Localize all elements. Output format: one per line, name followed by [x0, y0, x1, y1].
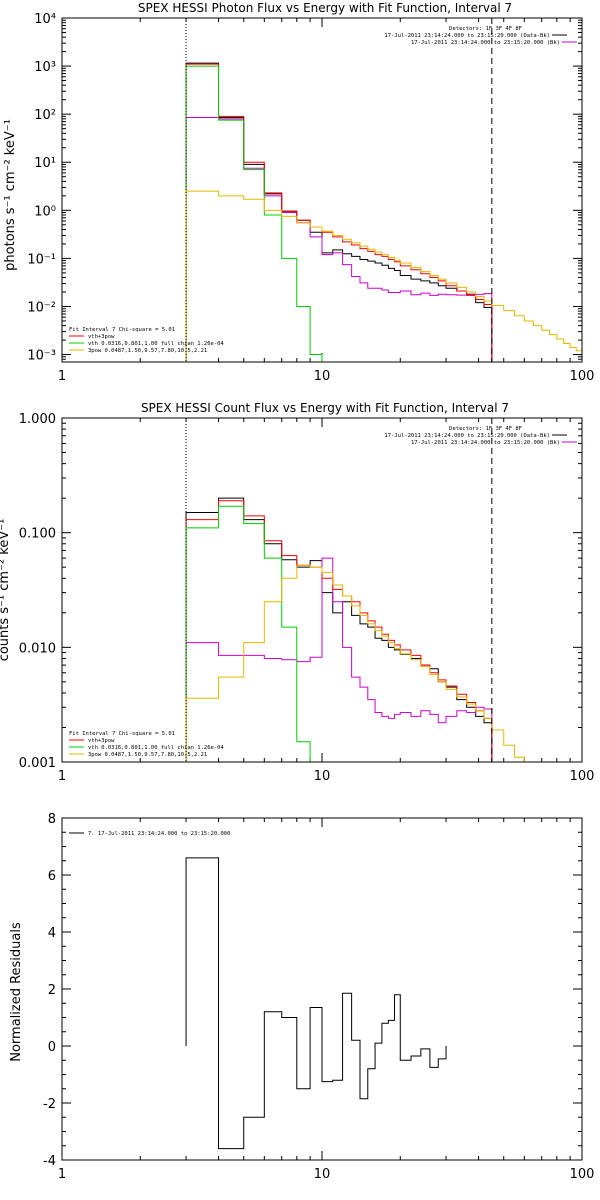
y-tick-label: 2: [48, 983, 56, 998]
legend-entry: 7. 17-Jul-2011 23:14:24.000 to 23:15:20.…: [88, 831, 230, 837]
legend-entry: 17-Jul-2011 23:14:24.000 to 23:15:20.000…: [411, 40, 560, 46]
axes-frame: [61, 417, 583, 763]
legend-entry: vth 0.0316,0.801,1.00 full chian 1.26e-0…: [88, 745, 224, 751]
x-tick-label: 10: [314, 1167, 331, 1182]
y-axis-label: Normalized Residuals: [9, 922, 24, 1062]
y-tick-label: 10²: [34, 108, 56, 123]
y-tick-label: -2: [43, 1097, 56, 1112]
residuals-panel: Normalized Residuals 1 10 100 -4 -2 0 2 4 6 8 7.…: [9, 812, 594, 1182]
y-axis-label: photons s⁻¹ cm⁻² keV⁻¹: [3, 119, 18, 271]
data-series-line: [185, 497, 493, 762]
legend-top-right: Detectors: 1F 3F 4F 8F 17-Jul-2011 23:14…: [384, 426, 577, 446]
y-tick-label: 4: [48, 926, 56, 941]
y-tick-label: 8: [48, 812, 56, 827]
x-tick-label: 1: [58, 1167, 66, 1182]
legend-entry: vth+3pow: [88, 334, 115, 340]
y-tick-label: 10⁻²: [27, 300, 56, 315]
x-tick-label: 1: [58, 769, 66, 784]
legend-entry: Detectors: 1F 3F 4F 8F: [449, 426, 522, 432]
data-series-line: [185, 63, 493, 362]
y-tick-label: 6: [48, 869, 56, 884]
y-tick-label: 10⁻¹: [27, 252, 56, 267]
legend-entry: Fit Interval 7 Chi-square = 5.01: [69, 327, 175, 333]
legend-entry: 17-Jul-2011 23:14:24.000 to 23:15:20.000…: [384, 33, 550, 39]
y-tick-label: 10⁻³: [27, 349, 56, 364]
y-tick-label: 0.100: [19, 527, 56, 542]
x-tick-label: 100: [570, 1167, 595, 1182]
series-group: [185, 857, 447, 1150]
y-tick-label: 0.001: [19, 756, 56, 771]
legend-entry: 3pow 0.0487,1.50,9.57,7.80,10.5,2.21: [88, 752, 207, 758]
x-tick-label: 1: [58, 369, 66, 384]
x-tick-label: 100: [570, 369, 595, 384]
y-tick-label: -4: [43, 1154, 56, 1169]
data-series-line: [185, 62, 493, 362]
y-tick-label: 0: [48, 1040, 56, 1055]
legend-entry: vth 0.0316,0.801,1.00 full chian 1.26e-0…: [88, 341, 224, 347]
data-series-line: [185, 505, 311, 762]
x-tick-label: 10: [314, 369, 331, 384]
y-tick-label: 10⁰: [34, 204, 56, 219]
y-tick-label: 10³: [34, 60, 56, 75]
data-series-line: [185, 190, 582, 362]
series-group: [185, 497, 525, 762]
y-axis-ticks: 10⁻³ 10⁻² 10⁻¹ 10⁰ 10¹ 10² 10³ 10⁴: [27, 12, 582, 364]
x-tick-label: 100: [570, 769, 595, 784]
data-series-line: [185, 65, 323, 362]
y-tick-label: 10¹: [34, 156, 56, 171]
count-flux-panel: SPEX HESSI Count Flux vs Energy with Fit…: [0, 401, 595, 784]
data-series-line: [185, 564, 525, 762]
legend-entry: Fit Interval 7 Chi-square = 5.01: [69, 731, 175, 737]
legend-entry: 3pow 0.0487,1.50,9.57,7.80,10.5,2.21: [88, 348, 207, 354]
chart-title: SPEX HESSI Photon Flux vs Energy with Fi…: [138, 1, 512, 15]
axes-frame: [61, 17, 583, 363]
y-axis-ticks: -4 -2 0 2 4 6 8: [43, 812, 582, 1169]
data-series-line: [185, 117, 493, 362]
chart-title: SPEX HESSI Count Flux vs Energy with Fit…: [141, 401, 509, 415]
legend-entry: 17-Jul-2011 23:14:24.000 to 23:15:20.000…: [384, 433, 550, 439]
legend-bottom-left: Fit Interval 7 Chi-square = 5.01 vth+3po…: [69, 327, 224, 354]
x-axis-ticks: 1 10 100: [58, 818, 595, 1182]
data-series-line: [185, 857, 447, 1150]
legend-entry: 17-Jul-2011 23:14:24.000 to 23:15:20.000…: [411, 440, 560, 446]
series-group: [185, 62, 582, 362]
legend-top-left: 7. 17-Jul-2011 23:14:24.000 to 23:15:20.…: [69, 831, 230, 837]
plot-area: [61, 17, 583, 363]
legend-entry: Detectors: 1F 3F 4F 8F: [449, 26, 522, 32]
y-tick-label: 0.010: [19, 641, 56, 656]
y-tick-label: 1.000: [19, 412, 56, 427]
data-series-line: [185, 500, 493, 762]
axes-frame: [61, 817, 583, 1161]
x-axis-ticks: 1 10 100: [58, 418, 595, 784]
plot-area: [61, 817, 583, 1161]
plot-area: [61, 417, 583, 763]
x-tick-label: 10: [314, 769, 331, 784]
y-axis-label: counts s⁻¹ cm⁻² keV⁻¹: [0, 519, 12, 662]
legend-top-right: Detectors: 1F 3F 4F 8F 17-Jul-2011 23:14…: [384, 26, 577, 46]
legend-bottom-left: Fit Interval 7 Chi-square = 5.01 vth+3po…: [69, 731, 224, 758]
legend-entry: vth+3pow: [88, 738, 115, 744]
photon-flux-panel: SPEX HESSI Photon Flux vs Energy with Fi…: [3, 1, 594, 384]
y-tick-label: 10⁴: [34, 12, 56, 27]
y-axis-ticks: 0.001 0.010 0.100 1.000: [19, 412, 582, 771]
